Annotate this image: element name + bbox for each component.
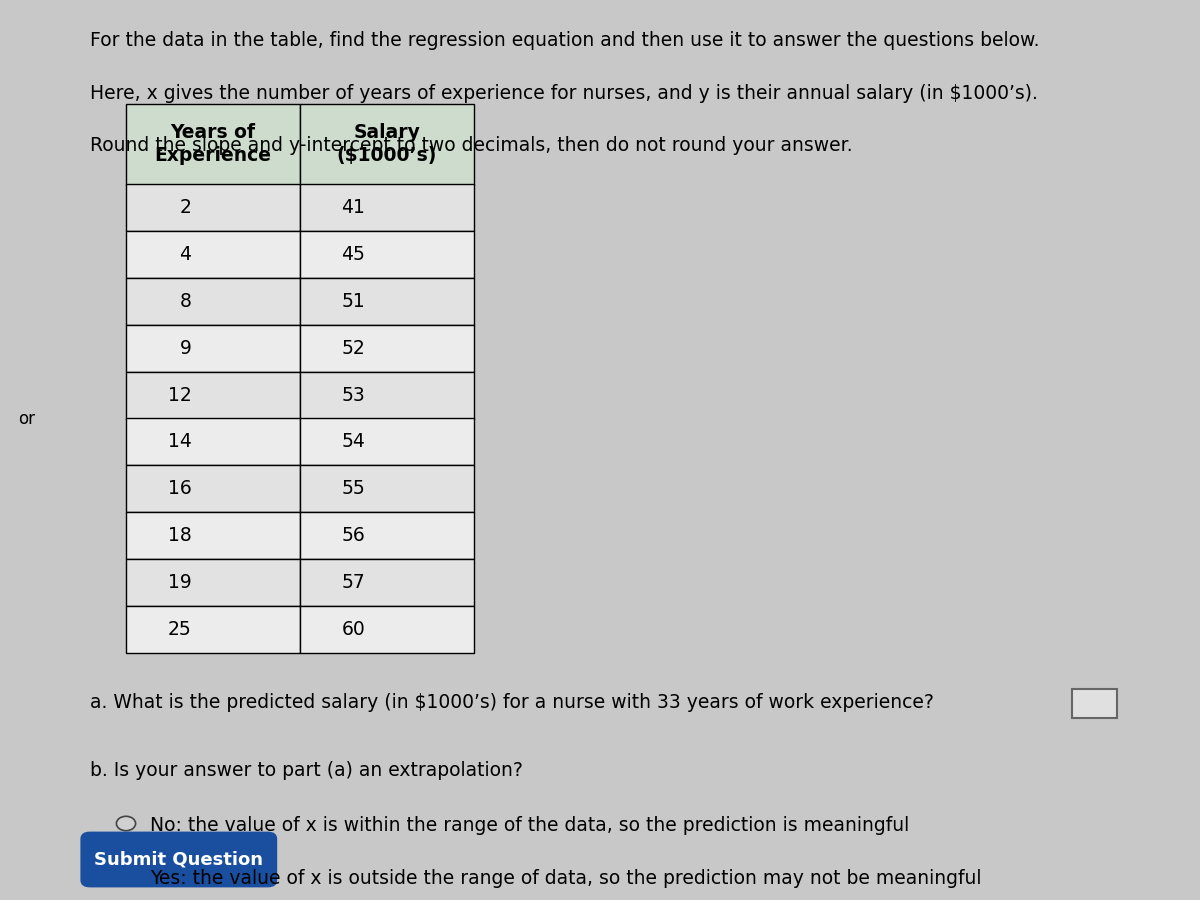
Bar xyxy=(126,606,300,652)
Text: Salary
($1000’s): Salary ($1000’s) xyxy=(337,122,437,166)
Text: a. What is the predicted salary (in $1000’s) for a nurse with 33 years of work e: a. What is the predicted salary (in $100… xyxy=(90,693,934,712)
Bar xyxy=(126,184,300,231)
Text: Yes: the value of x is outside the range of data, so the prediction may not be m: Yes: the value of x is outside the range… xyxy=(150,868,982,887)
Text: Round the slope and y-intercept to two decimals, then do not round your answer.: Round the slope and y-intercept to two d… xyxy=(90,136,853,155)
Bar xyxy=(126,325,300,372)
Text: 55: 55 xyxy=(342,479,365,499)
Bar xyxy=(300,231,474,278)
Text: 12: 12 xyxy=(168,385,192,405)
Bar xyxy=(300,372,474,418)
Bar xyxy=(1072,689,1117,718)
Text: b. Is your answer to part (a) an extrapolation?: b. Is your answer to part (a) an extrapo… xyxy=(90,760,523,779)
Text: or: or xyxy=(18,410,35,427)
Text: For the data in the table, find the regression equation and then use it to answe: For the data in the table, find the regr… xyxy=(90,32,1039,50)
Circle shape xyxy=(116,816,136,831)
Bar xyxy=(126,278,300,325)
Bar xyxy=(126,231,300,278)
Text: 45: 45 xyxy=(342,245,365,265)
Bar xyxy=(300,512,474,559)
Bar xyxy=(126,465,300,512)
Text: 54: 54 xyxy=(342,432,365,452)
Bar xyxy=(126,512,300,559)
Text: Here, x gives the number of years of experience for nurses, and y is their annua: Here, x gives the number of years of exp… xyxy=(90,84,1038,103)
Bar xyxy=(126,559,300,606)
Bar xyxy=(126,104,300,184)
Text: 8: 8 xyxy=(180,292,192,311)
Text: 9: 9 xyxy=(180,338,192,358)
Text: 4: 4 xyxy=(180,245,192,265)
Text: 56: 56 xyxy=(342,526,365,545)
Bar xyxy=(300,418,474,465)
Text: 16: 16 xyxy=(168,479,192,499)
FancyBboxPatch shape xyxy=(80,832,277,887)
Bar xyxy=(300,465,474,512)
Bar xyxy=(126,372,300,418)
Text: 25: 25 xyxy=(168,619,192,639)
Text: 57: 57 xyxy=(342,572,365,592)
Bar xyxy=(300,559,474,606)
Text: 51: 51 xyxy=(342,292,365,311)
Text: 2: 2 xyxy=(180,198,192,218)
Text: Submit Question: Submit Question xyxy=(95,850,263,868)
Text: No: the value of x is within the range of the data, so the prediction is meaning: No: the value of x is within the range o… xyxy=(150,816,910,835)
Text: 14: 14 xyxy=(168,432,192,452)
Text: 53: 53 xyxy=(342,385,365,405)
Bar xyxy=(300,184,474,231)
Bar xyxy=(126,418,300,465)
Bar xyxy=(300,104,474,184)
Text: 41: 41 xyxy=(342,198,365,218)
Text: 52: 52 xyxy=(342,338,365,358)
Text: Years of
Experience: Years of Experience xyxy=(155,122,271,166)
Bar xyxy=(300,606,474,652)
Circle shape xyxy=(116,868,136,883)
Text: 60: 60 xyxy=(342,619,365,639)
Text: 18: 18 xyxy=(168,526,192,545)
Text: 19: 19 xyxy=(168,572,192,592)
Bar xyxy=(300,325,474,372)
Bar xyxy=(300,278,474,325)
